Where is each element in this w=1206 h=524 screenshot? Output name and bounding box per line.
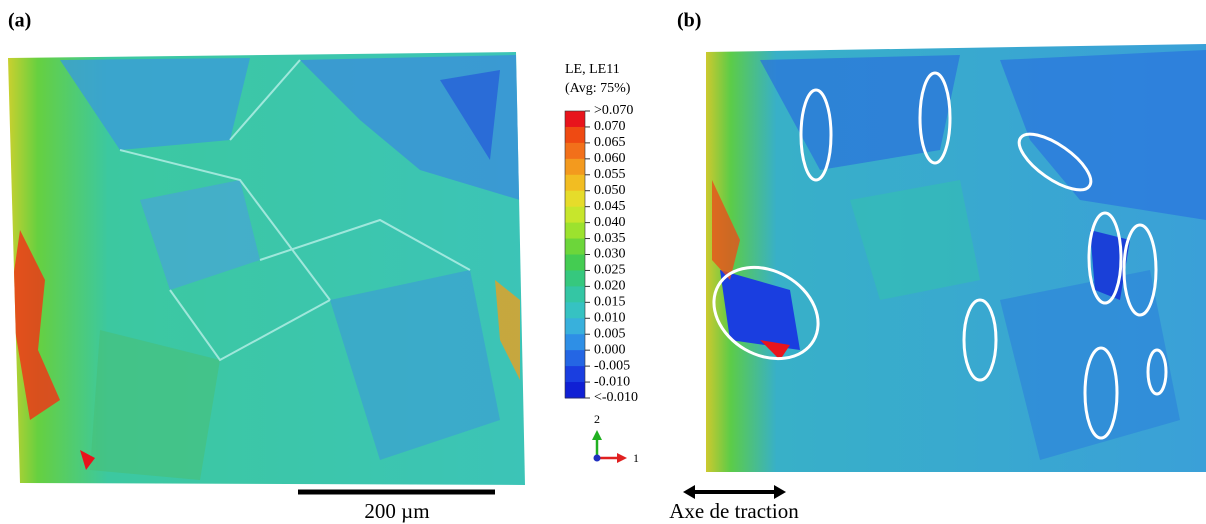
legend-band	[565, 254, 585, 271]
legend-label: 0.070	[594, 119, 626, 134]
legend-label: 0.000	[594, 342, 626, 357]
legend-band	[565, 334, 585, 351]
legend-band	[565, 158, 585, 176]
legend-band	[565, 222, 585, 240]
legend-label: -0.005	[594, 358, 630, 373]
legend-band	[565, 350, 585, 367]
legend-band	[565, 238, 585, 255]
legend-band	[565, 270, 585, 287]
panel-label: (a)	[8, 10, 31, 32]
legend-band	[565, 382, 585, 399]
legend-label: 0.035	[594, 231, 626, 246]
legend-label: -0.010	[594, 374, 630, 389]
legend-label: 0.005	[594, 326, 626, 341]
traction-arrow	[683, 485, 786, 499]
legend-band	[565, 302, 585, 319]
legend-band	[565, 286, 585, 303]
legend-label: 0.010	[594, 310, 626, 325]
legend-subtitle: (Avg: 75%)	[565, 81, 631, 96]
legend: >0.0700.0700.0650.0600.0550.0500.0450.04…	[564, 103, 638, 405]
legend-title: LE, LE11	[565, 62, 620, 77]
legend-band	[565, 174, 585, 192]
traction-label: Axe de traction	[669, 499, 799, 523]
scale-label: 200 µm	[364, 499, 429, 523]
crack-ellipses	[712, 71, 1168, 440]
legend-label: 0.020	[594, 279, 626, 294]
legend-label: 0.030	[594, 247, 626, 262]
contour-map-b	[706, 44, 1206, 472]
legend-label: 0.040	[594, 215, 626, 230]
axis-triad: 2 1	[592, 412, 639, 465]
legend-band	[565, 318, 585, 335]
legend-band	[565, 126, 585, 144]
legend-label: 0.025	[594, 263, 626, 278]
axis-label: 2	[594, 412, 600, 426]
contour-map-a	[8, 52, 525, 485]
legend-band	[565, 142, 585, 160]
legend-band	[565, 366, 585, 383]
legend-label: >0.070	[594, 103, 633, 118]
legend-label: 0.060	[594, 151, 626, 166]
legend-band	[565, 111, 585, 128]
legend-label: <-0.010	[594, 390, 638, 405]
legend-label: 0.065	[594, 135, 626, 150]
panel-label: (b)	[677, 10, 701, 32]
axis-label: 1	[633, 451, 639, 465]
legend-band	[565, 206, 585, 224]
legend-label: 0.050	[594, 183, 626, 198]
legend-label: 0.045	[594, 199, 626, 214]
legend-label: 0.015	[594, 295, 626, 310]
legend-label: 0.055	[594, 167, 626, 182]
legend-band	[565, 190, 585, 208]
